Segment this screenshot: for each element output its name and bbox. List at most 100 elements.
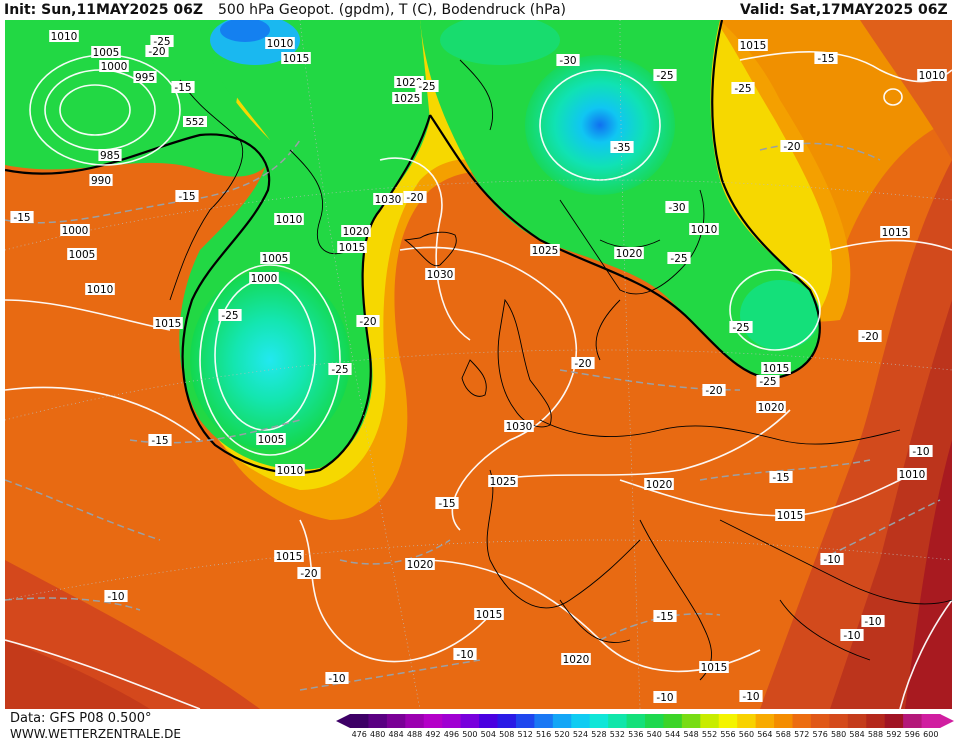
pressure-label-text: 1010 bbox=[899, 469, 926, 481]
temp-label: -15 bbox=[175, 190, 199, 203]
temp-label-text: -15 bbox=[178, 191, 195, 203]
temp-label: -10 bbox=[653, 691, 677, 704]
colorbar-tick-label: 552 bbox=[701, 730, 718, 739]
temperature-labels: -25 -20 -15 -15 -15 -20 -25 -30 -25 -25 -15 -35 -30 -… bbox=[10, 35, 933, 704]
field-north-green bbox=[440, 20, 560, 65]
colorbar-swatch bbox=[737, 714, 757, 728]
colorbar-tick-label: 564 bbox=[757, 730, 773, 739]
colorbar-swatch bbox=[534, 714, 554, 728]
pressure-label: 1010 bbox=[689, 223, 719, 236]
low-east bbox=[525, 55, 675, 195]
pressure-label: 985 bbox=[98, 149, 122, 162]
temp-label-text: -20 bbox=[406, 192, 423, 204]
temp-label-text: -10 bbox=[912, 446, 929, 458]
colorbar-swatch bbox=[405, 714, 425, 728]
colorbar-swatch bbox=[479, 714, 498, 728]
temp-label-text: -20 bbox=[705, 385, 722, 397]
pressure-label-text: 1015 bbox=[777, 510, 804, 522]
colorbar-tick-label: 492 bbox=[425, 730, 441, 739]
data-source-label: Data: GFS P08 0.500° bbox=[10, 711, 152, 726]
pressure-label: 1000 bbox=[60, 224, 90, 237]
pressure-label-text: 1010 bbox=[277, 465, 304, 477]
pressure-label: 1020 bbox=[561, 653, 591, 666]
temp-label: -10 bbox=[739, 690, 763, 703]
colorbar-swatch bbox=[368, 714, 388, 728]
field-580 bbox=[5, 640, 150, 709]
pressure-label-text: 1015 bbox=[763, 363, 790, 375]
pressure-label: 1010 bbox=[274, 213, 304, 226]
temp-label: -15 bbox=[10, 211, 34, 224]
pressure-label-text: 1015 bbox=[276, 551, 303, 563]
colorbar-tick-label: 528 bbox=[591, 730, 607, 739]
pressure-label-text: 1015 bbox=[476, 609, 503, 621]
colorbar-swatch bbox=[663, 714, 683, 728]
field-552-nw bbox=[5, 20, 273, 177]
pressure-label: 1030 bbox=[504, 420, 534, 433]
pressure-label: 1030 bbox=[373, 193, 403, 206]
temp-label-text: -15 bbox=[13, 212, 30, 224]
pressure-label: 1010 bbox=[49, 30, 79, 43]
colorbar-swatch bbox=[884, 714, 904, 728]
pressure-label-text: 1030 bbox=[506, 421, 533, 433]
pressure-label: 1005 bbox=[91, 46, 121, 59]
pressure-label: 1000 bbox=[99, 60, 129, 73]
temp-label: -15 bbox=[769, 471, 793, 484]
pressure-label: 1015 bbox=[281, 52, 311, 65]
temp-label: -30 bbox=[556, 54, 580, 67]
low-north-core bbox=[220, 20, 270, 42]
colorbar-swatch bbox=[515, 714, 535, 728]
temp-label: -25 bbox=[415, 80, 439, 93]
temp-label-text: -15 bbox=[772, 472, 789, 484]
colorbar-tick-label: 536 bbox=[628, 730, 644, 739]
temp-label: -10 bbox=[453, 648, 477, 661]
colorbar-tick-label: 560 bbox=[738, 730, 755, 739]
init-time-label: Init: Sun,11MAY2025 06Z bbox=[4, 2, 203, 18]
pressure-label: 1015 bbox=[274, 550, 304, 563]
height-label-text: 552 bbox=[185, 117, 204, 128]
pressure-label: 1015 bbox=[761, 362, 791, 375]
colorbar-swatch bbox=[645, 714, 664, 728]
temp-label: -15 bbox=[435, 497, 459, 510]
chart-title: 500 hPa Geopot. (gpdm), T (C), Bodendruc… bbox=[218, 2, 566, 18]
colorbar-tick-label: 520 bbox=[554, 730, 570, 739]
pressure-label-text: 1010 bbox=[267, 38, 294, 50]
pressure-label-text: 1010 bbox=[87, 284, 114, 296]
colorbar-tick-label: 600 bbox=[923, 730, 939, 739]
colorbar-tick-label: 480 bbox=[370, 730, 386, 739]
temp-label: -15 bbox=[653, 610, 677, 623]
pressure-labels: 1010 1005 1000 995 985 990 1000 1005 1010 1015 101… bbox=[49, 30, 947, 674]
temp-label-text: -10 bbox=[742, 691, 759, 703]
temp-label: -10 bbox=[325, 672, 349, 685]
temp-label-text: -10 bbox=[456, 649, 473, 661]
colorbar-swatch bbox=[423, 714, 443, 728]
colorbar-right-arrow bbox=[940, 714, 954, 728]
colorbar-tick-label: 532 bbox=[609, 730, 625, 739]
colorbar-tick-label: 596 bbox=[904, 730, 920, 739]
colorbar-tick-label: 584 bbox=[849, 730, 865, 739]
temp-label: -35 bbox=[610, 141, 634, 154]
pressure-label-text: 1005 bbox=[258, 434, 285, 446]
colorbar-swatch bbox=[866, 714, 886, 728]
pressure-label-text: 1000 bbox=[251, 273, 278, 285]
temp-label-text: -10 bbox=[864, 616, 881, 628]
pressure-label-text: 1000 bbox=[101, 61, 128, 73]
pressure-label: 1015 bbox=[738, 39, 768, 52]
pressure-label-text: 1020 bbox=[563, 654, 590, 666]
pressure-label-text: 1000 bbox=[62, 225, 89, 237]
temp-label: -20 bbox=[297, 567, 321, 580]
weather-map: 1010 1005 1000 995 985 990 1000 1005 1010 1015 101… bbox=[5, 20, 952, 709]
pressure-label: 1010 bbox=[897, 468, 927, 481]
temp-label: -20 bbox=[702, 384, 726, 397]
pressure-label: 1010 bbox=[265, 37, 295, 50]
map-header: Init: Sun,11MAY2025 06Z 500 hPa Geopot. … bbox=[0, 0, 959, 20]
colorbar-tick-label: 500 bbox=[462, 730, 478, 739]
temp-label-text: -10 bbox=[823, 554, 840, 566]
temp-label-text: -10 bbox=[328, 673, 345, 685]
colorbar-tick-label: 516 bbox=[535, 730, 552, 739]
temp-label: -10 bbox=[840, 629, 864, 642]
pressure-label: 1000 bbox=[249, 272, 279, 285]
temp-label: -10 bbox=[104, 590, 128, 603]
pressure-label: 1010 bbox=[917, 69, 947, 82]
pressure-label: 1015 bbox=[880, 226, 910, 239]
colorbar-swatch bbox=[497, 714, 517, 728]
